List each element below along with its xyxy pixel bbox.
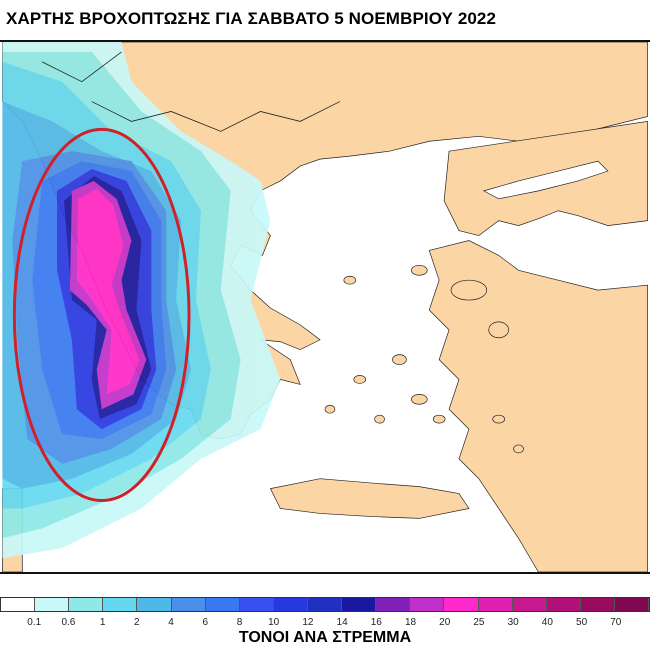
legend-tick-label: 16 bbox=[370, 617, 382, 628]
legend-swatch bbox=[103, 598, 138, 611]
legend-tick-label: 40 bbox=[541, 617, 553, 628]
legend-swatch bbox=[478, 598, 513, 611]
legend-ticks: 0.1 0.6 1 2 4 6 8 10 12 14 16 18 20 25 30 40 50 70 bbox=[0, 617, 650, 631]
legend-tick-label: 70 bbox=[610, 617, 622, 628]
legend-swatch bbox=[512, 598, 547, 611]
legend-tick-label: 10 bbox=[268, 617, 280, 628]
precipitation-overlay bbox=[2, 42, 281, 559]
legend-tick-label: 8 bbox=[236, 617, 243, 628]
legend-swatch bbox=[69, 598, 104, 611]
legend-tick-label: 1 bbox=[99, 617, 106, 628]
legend-swatch bbox=[1, 598, 36, 611]
legend-swatch bbox=[239, 598, 274, 611]
legend-swatch bbox=[137, 598, 172, 611]
legend-swatch bbox=[546, 598, 581, 611]
legend-swatch bbox=[273, 598, 308, 611]
legend-swatch bbox=[35, 598, 70, 611]
map-title: ΧΑΡΤΗΣ ΒΡΟΧΟΠΤΩΣΗΣ ΓΙΑ ΣΑΒΒΑΤΟ 5 ΝΟΕΜΒΡΙ… bbox=[6, 9, 497, 28]
legend-tick-label: 0.6 bbox=[61, 617, 76, 628]
legend-tick-label: 14 bbox=[336, 617, 348, 628]
legend-swatch bbox=[342, 598, 377, 611]
legend-tick-label: 50 bbox=[576, 617, 588, 628]
legend-tick-label: 18 bbox=[404, 617, 417, 628]
legend-tick-label: 6 bbox=[202, 617, 209, 628]
legend-swatch bbox=[307, 598, 343, 611]
legend-tick-label: 12 bbox=[302, 617, 314, 628]
legend-swatch bbox=[580, 598, 615, 611]
legend-swatch bbox=[410, 598, 445, 611]
legend-swatch bbox=[171, 598, 206, 611]
precipitation-map bbox=[0, 40, 650, 574]
legend-swatch bbox=[376, 598, 411, 611]
legend-unit: ΤΟΝΟΙ ΑΝΑ ΣΤΡΕΜΜΑ bbox=[238, 629, 412, 646]
legend-tick-label: 20 bbox=[439, 617, 451, 628]
legend-tick-label: 25 bbox=[473, 617, 485, 628]
color-legend bbox=[0, 597, 650, 612]
legend-tick-label: 4 bbox=[168, 617, 174, 628]
legend-swatch bbox=[444, 598, 479, 611]
legend-tick-label: 30 bbox=[507, 617, 519, 628]
highlight-ellipse bbox=[12, 127, 191, 503]
legend-swatch bbox=[205, 598, 240, 611]
legend-tick-label: 0.1 bbox=[27, 617, 42, 628]
legend-swatch bbox=[614, 598, 650, 611]
legend-tick-label: 2 bbox=[134, 617, 140, 628]
